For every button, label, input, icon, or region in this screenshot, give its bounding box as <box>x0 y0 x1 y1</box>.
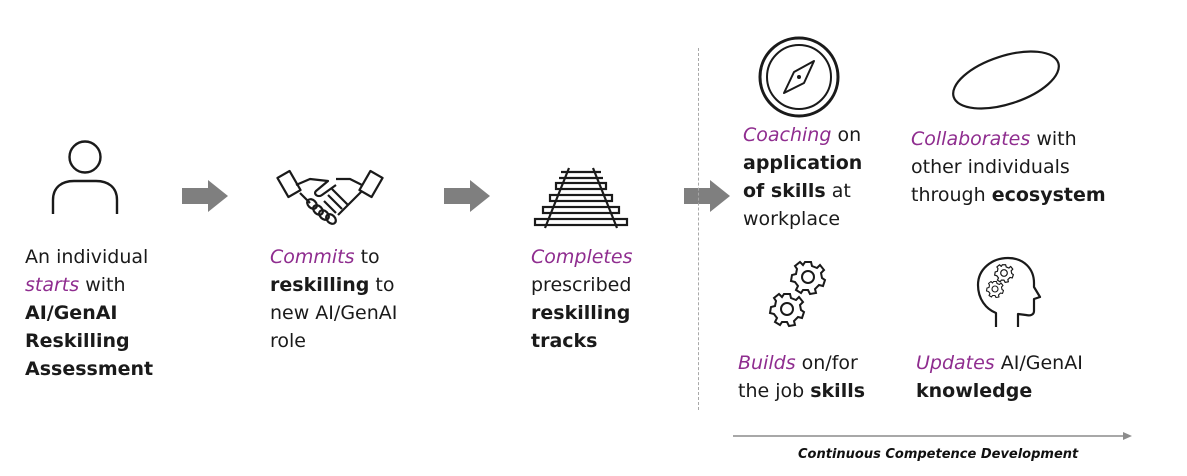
emphasis-verb: Builds <box>738 352 796 374</box>
railway-tracks-icon <box>533 167 629 229</box>
outcome-text-collaborates: Collaborates with other individuals throug… <box>911 125 1131 209</box>
text-line: Assessment <box>25 355 195 383</box>
compass-icon <box>758 36 840 118</box>
text-line: Updates AI/GenAI <box>916 349 1116 377</box>
text-run: An individual <box>25 246 149 268</box>
key-term: knowledge <box>916 380 1033 402</box>
gears-icon <box>768 260 827 328</box>
person-icon <box>51 140 119 214</box>
key-term: Assessment <box>25 358 154 380</box>
text-line: Reskilling <box>25 327 195 355</box>
text-line: AI/GenAI <box>25 299 195 327</box>
text-run: to <box>369 274 395 296</box>
text-line: through ecosystem <box>911 181 1131 209</box>
text-run: role <box>270 330 306 352</box>
flow-arrow-2 <box>444 180 490 212</box>
step-text-assessment: An individual starts with AI/GenAI Reskilli… <box>25 243 195 383</box>
outcome-text-builds: Builds on/for the job skills <box>738 349 898 405</box>
emphasis-verb: Collaborates <box>911 128 1031 150</box>
text-run: AI/GenAI <box>994 352 1083 374</box>
emphasis-verb: Commits <box>270 246 355 268</box>
timeline-arrow <box>733 432 1132 440</box>
text-line: the job skills <box>738 377 898 405</box>
key-term: skills <box>810 380 866 402</box>
flow-arrow-3 <box>684 180 730 212</box>
key-term: reskilling <box>531 302 631 324</box>
text-run: at <box>825 180 851 202</box>
key-term: ecosystem <box>991 184 1106 206</box>
text-line: Builds on/for <box>738 349 898 377</box>
head-gears-icon <box>976 256 1042 327</box>
key-term: Reskilling <box>25 330 130 352</box>
section-divider <box>698 48 699 410</box>
outcome-text-updates: Updates AI/GenAI knowledge <box>916 349 1116 405</box>
text-run: to <box>354 246 380 268</box>
text-line: other individuals <box>911 153 1131 181</box>
step-text-commits: Commits to reskilling to new AI/GenAI role <box>270 243 435 355</box>
text-line: Commits to <box>270 243 435 271</box>
handshake-icon <box>276 169 384 225</box>
text-line: role <box>270 327 435 355</box>
key-term: application <box>743 152 863 174</box>
key-term: AI/GenAI <box>25 302 118 324</box>
text-run: through <box>911 184 992 206</box>
key-term: tracks <box>531 330 598 352</box>
text-run: with <box>79 274 126 296</box>
outcome-text-coaching: Coaching on application of skills at workpl… <box>743 121 903 233</box>
text-run: on <box>831 124 862 146</box>
text-run: on/for <box>795 352 858 374</box>
emphasis-verb: Updates <box>916 352 995 374</box>
text-line: prescribed <box>531 271 671 299</box>
text-line: Completes <box>531 243 671 271</box>
text-run: with <box>1030 128 1077 150</box>
text-line: Collaborates with <box>911 125 1131 153</box>
text-line: new AI/GenAI <box>270 299 435 327</box>
text-line: starts with <box>25 271 195 299</box>
timeline-caption: Continuous Competence Development <box>798 447 1079 462</box>
key-term: reskilling <box>270 274 370 296</box>
text-line: application <box>743 149 903 177</box>
text-line: reskilling <box>531 299 671 327</box>
text-run: other individuals <box>911 156 1070 178</box>
text-line: reskilling to <box>270 271 435 299</box>
emphasis-verb: Completes <box>531 246 633 268</box>
text-line: knowledge <box>916 377 1116 405</box>
emphasis-verb: starts <box>25 274 80 296</box>
step-text-completes: Completes prescribed reskilling tracks <box>531 243 671 355</box>
text-run: new AI/GenAI <box>270 302 398 324</box>
flow-arrow-1 <box>182 180 228 212</box>
text-line: tracks <box>531 327 671 355</box>
key-term: of skills <box>743 180 826 202</box>
text-line: of skills at <box>743 177 903 205</box>
text-line: Coaching on <box>743 121 903 149</box>
text-run: the job <box>738 380 811 402</box>
ecosystem-ellipse-icon <box>952 50 1060 110</box>
text-line: An individual <box>25 243 195 271</box>
text-run: prescribed <box>531 274 632 296</box>
text-run: workplace <box>743 208 841 230</box>
text-line: workplace <box>743 205 903 233</box>
emphasis-verb: Coaching <box>743 124 832 146</box>
